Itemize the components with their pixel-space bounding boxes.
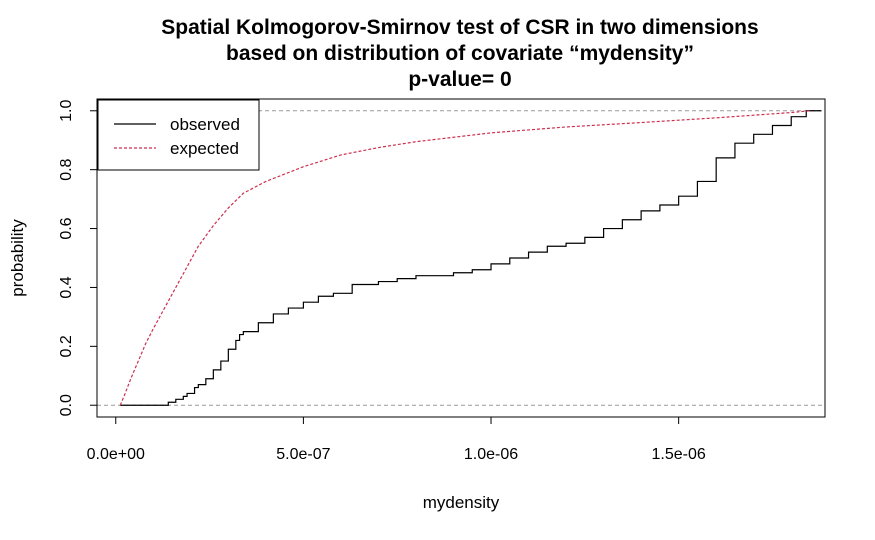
y-tick-label: 0.0 — [58, 394, 75, 416]
legend: observed expected — [97, 99, 260, 171]
y-tick-label: 0.6 — [58, 217, 75, 239]
y-axis: 0.0 0.2 0.4 0.6 0.8 1.0 — [58, 100, 98, 416]
x-tick-label: 1.5e-06 — [652, 446, 706, 463]
y-axis-label: probability — [8, 219, 27, 297]
y-tick-label: 0.2 — [58, 335, 75, 357]
series-line-expected — [119, 110, 811, 406]
x-tick-label: 0.0e+00 — [87, 446, 145, 463]
x-tick-label: 5.0e-07 — [276, 446, 330, 463]
chart-title: Spatial Kolmogorov-Smirnov test of CSR i… — [161, 16, 758, 91]
x-axis: 0.0e+00 5.0e-07 1.0e-06 1.5e-06 — [87, 416, 706, 463]
plot-frame — [96, 98, 826, 418]
x-axis-label: mydensity — [423, 493, 500, 512]
y-tick-label: 0.4 — [58, 276, 75, 298]
title-line-3: p-value= 0 — [408, 68, 511, 91]
series-line-observed — [120, 110, 822, 406]
title-line-2: based on distribution of covariate “myde… — [226, 42, 694, 65]
legend-label-observed: observed — [170, 115, 240, 134]
legend-label-expected: expected — [170, 139, 239, 158]
legend-box — [97, 99, 260, 171]
x-tick-label: 1.0e-06 — [464, 446, 518, 463]
y-tick-label: 0.8 — [58, 158, 75, 180]
y-tick-label: 1.0 — [58, 100, 75, 122]
series-lines — [119, 110, 822, 406]
title-line-1: Spatial Kolmogorov-Smirnov test of CSR i… — [161, 16, 758, 39]
